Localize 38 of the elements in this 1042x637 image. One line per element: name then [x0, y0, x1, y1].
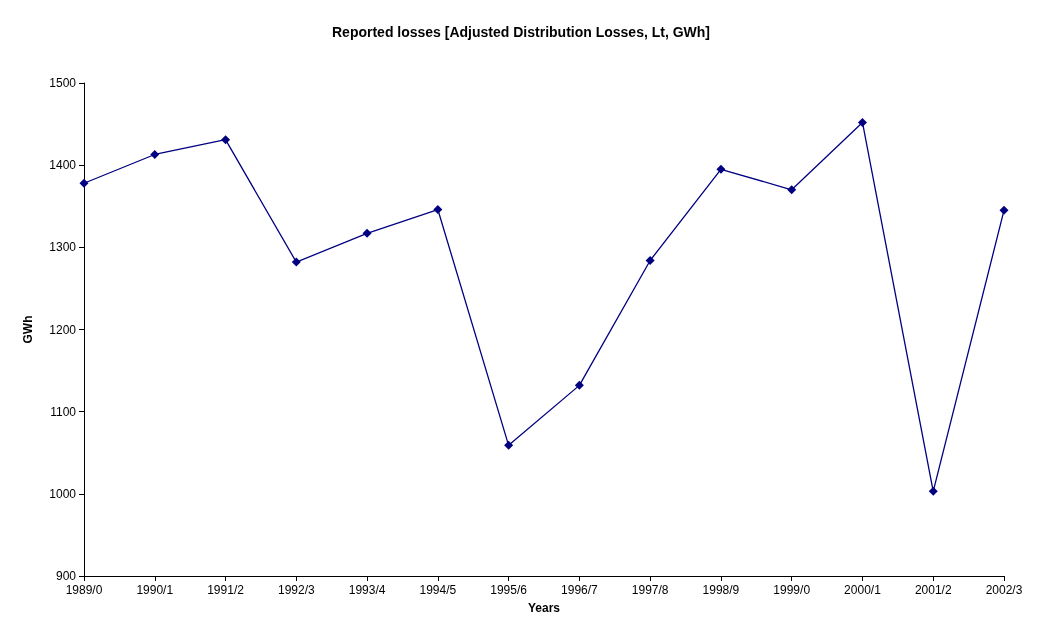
y-tick-label: 1500 — [49, 76, 77, 90]
x-tick-label: 1992/3 — [277, 583, 315, 597]
point — [504, 440, 514, 450]
point — [928, 486, 938, 496]
point — [999, 205, 1009, 215]
y-tick-label: 1400 — [49, 158, 77, 173]
x-tick-label: 1997/8 — [631, 583, 669, 597]
y-axis-title: GWh — [21, 315, 35, 344]
x-tick-label: 1998/9 — [702, 583, 740, 597]
point — [221, 135, 231, 145]
point — [362, 228, 372, 238]
x-tick-label: 1995/6 — [490, 583, 528, 597]
x-tick-label: 2002/3 — [985, 583, 1023, 597]
x-tick-label: 1991/2 — [207, 583, 245, 597]
point — [150, 149, 160, 159]
y-tick-label: 1300 — [49, 240, 77, 255]
x-tick-label: 1999/0 — [773, 583, 811, 597]
point — [857, 117, 867, 127]
point — [645, 255, 655, 265]
x-tick-label: 1989/0 — [65, 583, 103, 597]
y-tick-label: 1000 — [49, 486, 77, 501]
y-tick-label: 1100 — [50, 404, 77, 419]
x-tick-label: 1996/7 — [561, 583, 599, 597]
point — [574, 380, 584, 390]
x-tick-label: 1994/5 — [419, 583, 457, 597]
chart-title: Reported losses [Adjusted Distribution Losses, Lt, GWh] — [331, 24, 711, 40]
point — [79, 178, 89, 188]
x-tick-label: 2001/2 — [914, 583, 952, 597]
point — [433, 205, 443, 215]
x-tick-label: 1993/4 — [348, 583, 386, 597]
x-tick-label: 2000/1 — [844, 583, 882, 597]
point — [291, 257, 301, 267]
x-tick-label: 1990/1 — [136, 583, 174, 597]
y-tick-label: 900 — [55, 569, 77, 583]
point — [716, 164, 726, 174]
x-axis-title: Years — [527, 601, 561, 615]
point — [787, 185, 797, 195]
y-tick-label: 1200 — [49, 322, 77, 337]
